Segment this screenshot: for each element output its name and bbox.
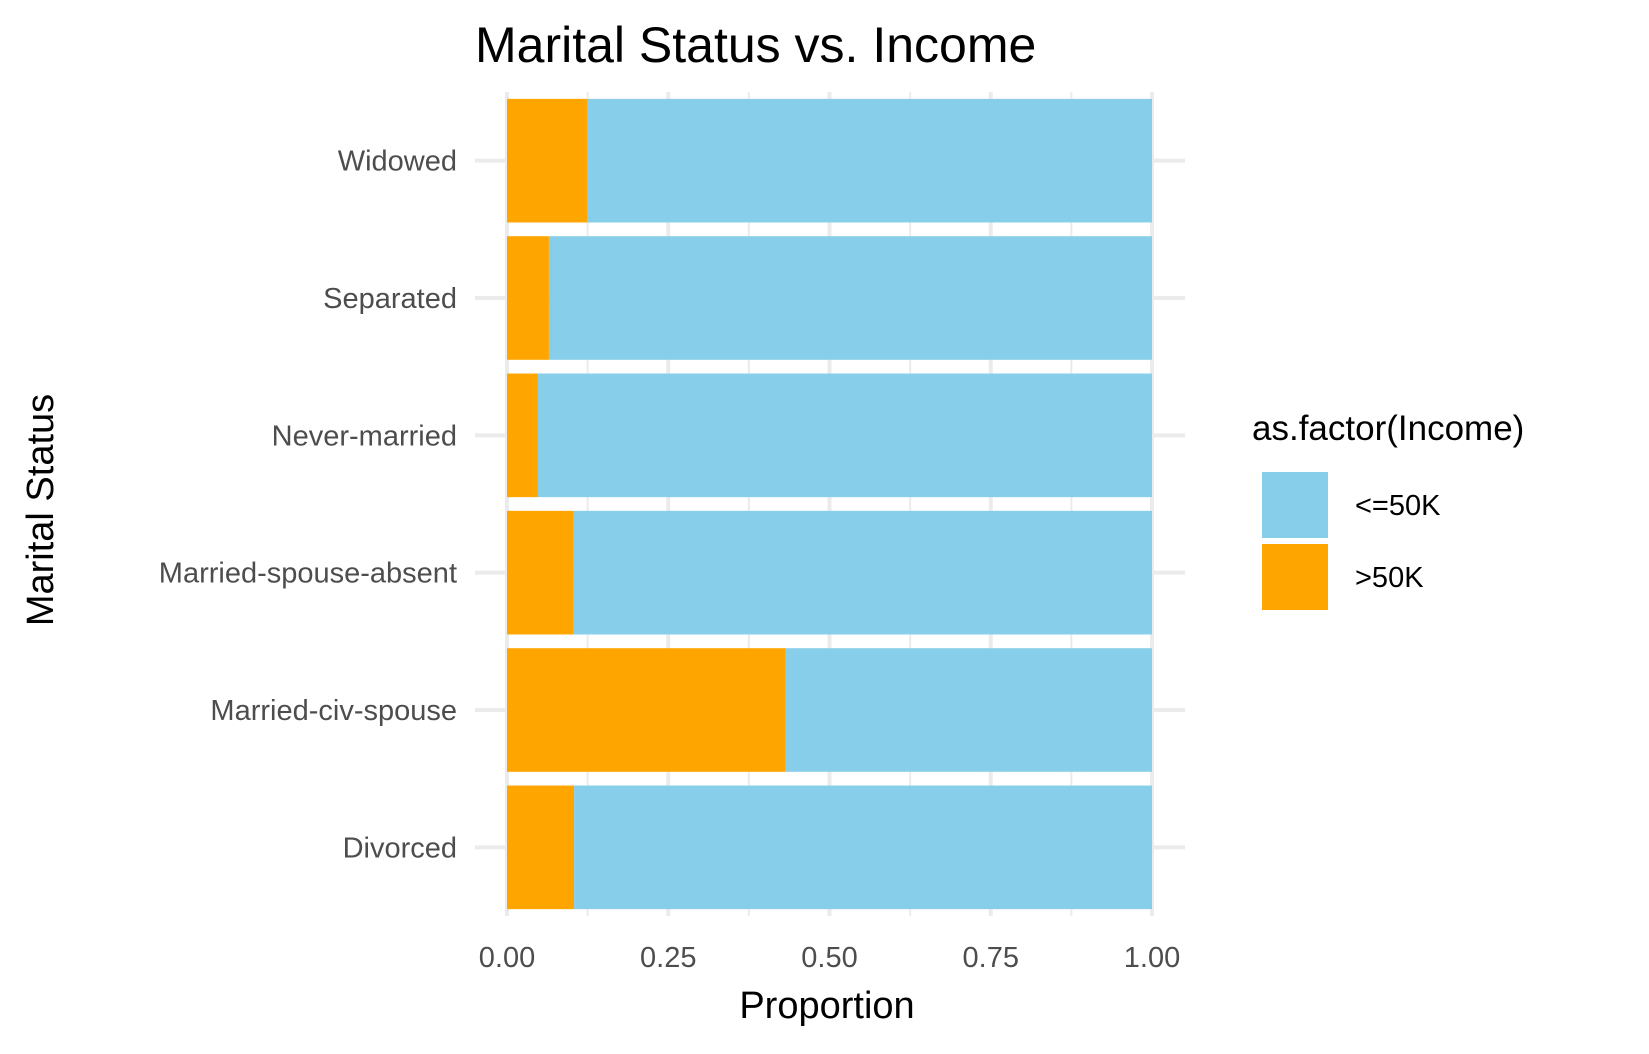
bar-divorced-gt50k (507, 785, 575, 910)
legend: as.factor(Income) <=50K >50K (1252, 409, 1524, 610)
bar-never-married-gt50k (507, 373, 538, 498)
bar-never-married-le50k (537, 373, 1152, 498)
y-tick-label: Never-married (272, 420, 457, 452)
legend-entries: <=50K >50K (1262, 472, 1441, 610)
bar-married-spouse-absent-gt50k (507, 510, 574, 635)
legend-label: <=50K (1355, 490, 1441, 522)
bar-separated-gt50k (507, 236, 549, 360)
x-tick-label: 0.75 (963, 942, 1019, 974)
legend-swatch (1262, 472, 1328, 538)
bars (507, 98, 1152, 910)
bar-married-spouse-absent-le50k (573, 510, 1152, 635)
bar-widowed-le50k (586, 98, 1152, 223)
legend-label: >50K (1355, 562, 1424, 594)
x-tick-label: 0.25 (640, 942, 696, 974)
y-tick-label: Widowed (338, 146, 457, 178)
legend-swatch (1262, 544, 1328, 610)
bar-separated-le50k (548, 236, 1152, 360)
x-axis-tick-labels: 0.00 0.25 0.50 0.75 1.00 (479, 942, 1180, 974)
bar-married-civ-spouse-gt50k (507, 648, 786, 772)
bar-divorced-le50k (574, 785, 1152, 910)
x-tick-label: 0.50 (801, 942, 857, 974)
y-tick-label: Divorced (343, 832, 457, 864)
bar-widowed-gt50k (507, 98, 587, 223)
legend-title: as.factor(Income) (1252, 409, 1524, 448)
y-axis-title: Marital Status (20, 394, 62, 626)
y-tick-label: Separated (323, 283, 457, 315)
bar-married-civ-spouse-le50k (785, 648, 1152, 772)
x-tick-label: 0.00 (479, 942, 535, 974)
y-axis-tick-labels: Divorced Married-civ-spouse Married-spouse… (159, 146, 457, 865)
x-axis-title: Proportion (739, 985, 914, 1027)
y-tick-label: Married-spouse-absent (159, 558, 457, 590)
y-tick-label: Married-civ-spouse (210, 695, 457, 727)
x-tick-label: 1.00 (1124, 942, 1180, 974)
chart-title: Marital Status vs. Income (475, 17, 1036, 73)
